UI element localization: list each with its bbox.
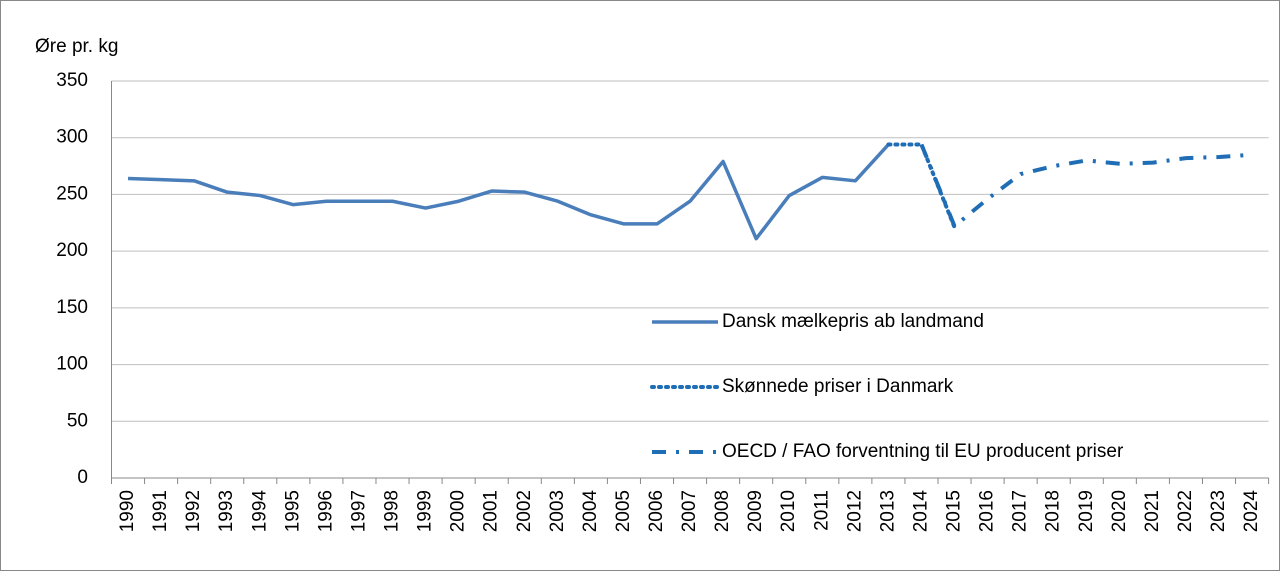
x-tick-label: 1999 bbox=[415, 490, 436, 532]
x-tick-label: 2012 bbox=[844, 490, 865, 532]
x-tick-label: 1992 bbox=[183, 490, 204, 532]
y-tick-label: 200 bbox=[56, 240, 88, 261]
x-tick-label: 1993 bbox=[216, 490, 237, 532]
x-tick-label: 1994 bbox=[249, 490, 270, 533]
x-tick-label: 2008 bbox=[712, 490, 733, 532]
legend-label: OECD / FAO forventning til EU producent … bbox=[722, 441, 1124, 462]
x-tick-label: 2014 bbox=[910, 490, 931, 533]
legend-label: Dansk mælkepris ab landmand bbox=[722, 311, 984, 332]
x-tick-label: 2023 bbox=[1208, 490, 1229, 532]
x-tick-label: 1995 bbox=[282, 490, 303, 532]
x-tick-label: 2024 bbox=[1241, 490, 1262, 533]
x-tick-label: 2002 bbox=[514, 490, 535, 532]
x-tick-label: 1997 bbox=[348, 490, 369, 532]
x-tick-label: 2001 bbox=[481, 490, 502, 532]
y-tick-label: 50 bbox=[67, 410, 88, 431]
x-tick-label: 2000 bbox=[448, 490, 469, 532]
x-tick-label: 2022 bbox=[1175, 490, 1196, 532]
y-tick-label: 300 bbox=[56, 127, 88, 148]
x-tick-label: 2019 bbox=[1076, 490, 1097, 532]
series-line bbox=[919, 143, 1253, 229]
x-tick-label: 2011 bbox=[811, 490, 832, 531]
y-tick-label: 350 bbox=[56, 70, 88, 91]
y-axis-title: Øre pr. kg bbox=[35, 36, 118, 57]
x-tick-label: 1998 bbox=[382, 490, 403, 532]
y-tick-label: 150 bbox=[56, 297, 88, 318]
x-tick-label: 2020 bbox=[1109, 490, 1130, 532]
x-tick-label: 2006 bbox=[646, 490, 667, 532]
x-tick-label: 1991 bbox=[150, 490, 171, 532]
x-tick-label: 2016 bbox=[977, 490, 998, 532]
x-tick-label: 2015 bbox=[944, 490, 965, 532]
x-tick-label: 2017 bbox=[1010, 490, 1031, 532]
x-tick-label: 1996 bbox=[315, 490, 336, 532]
x-tick-label: 2003 bbox=[547, 490, 568, 532]
legend-label: Skønnede priser i Danmark bbox=[722, 376, 954, 397]
x-tick-label: 2018 bbox=[1043, 490, 1064, 532]
y-tick-label: 250 bbox=[56, 183, 88, 204]
x-tick-label: 2021 bbox=[1142, 490, 1163, 532]
x-tick-label: 2007 bbox=[679, 490, 700, 532]
x-tick-label: 1990 bbox=[117, 490, 138, 532]
y-tick-label: 100 bbox=[56, 354, 88, 375]
x-tick-label: 2013 bbox=[877, 490, 898, 532]
x-tick-label: 2010 bbox=[778, 490, 799, 532]
x-tick-label: 2004 bbox=[580, 490, 601, 533]
x-tick-label: 2009 bbox=[745, 490, 766, 532]
x-tick-label: 2005 bbox=[613, 490, 634, 532]
series-line bbox=[127, 143, 890, 241]
y-tick-label: 0 bbox=[77, 467, 88, 488]
